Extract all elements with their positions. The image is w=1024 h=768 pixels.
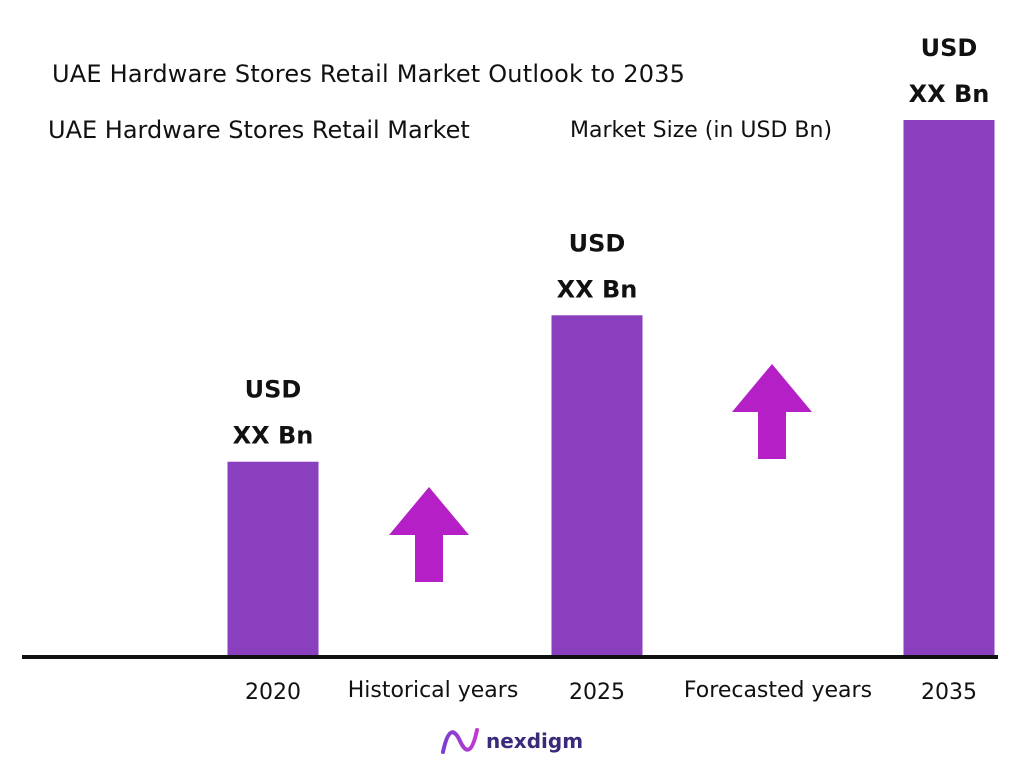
bar-value-label: XX Bn (557, 275, 638, 303)
period-label: Forecasted years (684, 678, 872, 703)
x-tick-label: 2025 (569, 680, 625, 705)
x-tick-label: 2035 (921, 680, 977, 705)
x-tick-label: 2020 (245, 680, 301, 705)
growth-arrow-icon (732, 364, 812, 459)
nexdigm-logo-icon (441, 728, 479, 754)
brand-name: nexdigm (486, 729, 584, 753)
brand-logo: nexdigm (440, 726, 583, 756)
period-label: Historical years (348, 678, 519, 703)
bar-value-label: USD (921, 34, 978, 62)
bar-2025 (551, 315, 643, 659)
bar-value-label: XX Bn (909, 80, 990, 108)
y-axis-label: Market Size (in USD Bn) (570, 118, 833, 143)
chart-title: UAE Hardware Stores Retail Market Outloo… (52, 60, 686, 88)
bar-value-label: USD (245, 376, 302, 404)
chart-subtitle: UAE Hardware Stores Retail Market (48, 116, 470, 144)
bar-2020 (227, 461, 319, 659)
bar-value-label: USD (569, 229, 626, 257)
bar-2035 (903, 120, 995, 659)
bar-value-label: XX Bn (233, 422, 314, 450)
growth-arrow-icon (389, 487, 469, 582)
